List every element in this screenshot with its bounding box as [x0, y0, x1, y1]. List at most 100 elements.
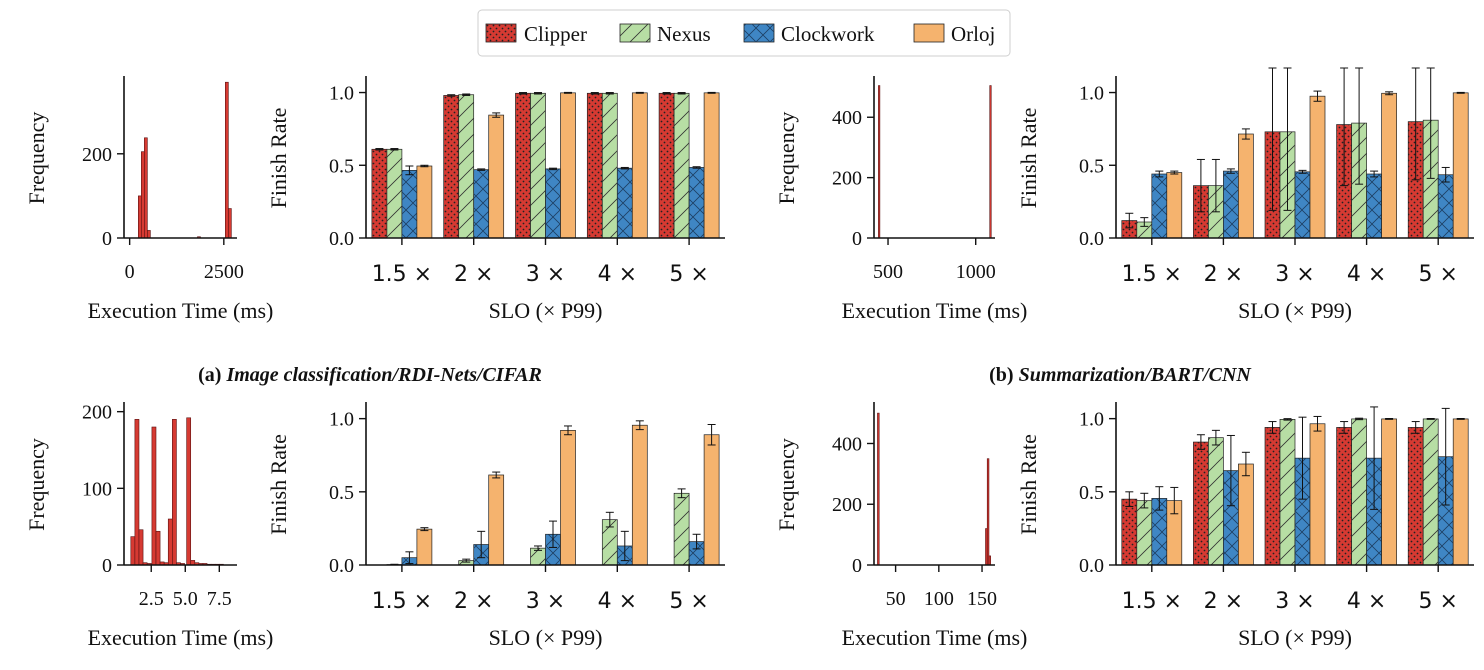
d-finish-ytick-label-1: 0.5	[1079, 482, 1104, 504]
panel-a-finish: SLO (× P99) Finish Rate 0.0 0.5 1.0 1.5 × 2 × 3…	[266, 76, 725, 323]
d-hist-y-label: Frequency	[774, 438, 799, 531]
c-finish-bar-hatch-nexus-3	[602, 519, 618, 565]
d-finish-xtick-label-1: 2 ×	[1204, 589, 1243, 614]
b-finish-bar-hatch-clockwork-2	[1295, 171, 1310, 238]
c-finish-y-label: Finish Rate	[266, 434, 291, 535]
c-finish-bar-orloj-1	[488, 474, 505, 566]
a-finish-bar-hatch-clockwork-0	[401, 170, 417, 238]
a-finish-bar-hatch-nexus-1	[458, 94, 474, 239]
d-hist-x-label: Execution Time (ms)	[842, 625, 1028, 650]
c-finish-bar-orloj-0	[416, 528, 433, 566]
d-finish-bar-hatch-clockwork-1	[1223, 470, 1239, 565]
d-finish-bar-orloj-2	[1309, 423, 1326, 566]
b-hist-ytick-label-1: 200	[832, 168, 862, 190]
d-finish-bar-hatch-nexus-2	[1280, 419, 1295, 565]
d-finish-bar-orloj-1	[1238, 463, 1254, 566]
d-hist-ytick-label-0: 0	[852, 555, 862, 577]
legend-item-orloj: Orloj	[913, 22, 995, 46]
a-finish-xtick-label-4: 5 ×	[669, 262, 708, 287]
b-finish-bar-hatch-clockwork-3	[1366, 174, 1382, 238]
d-hist-bin-3	[988, 555, 991, 566]
d-finish-bar-orloj-3	[1381, 418, 1397, 566]
d-finish-bar-hatch-nexus-0	[1136, 500, 1152, 565]
caption-a-text: Image classification/RDI-Nets/CIFAR	[225, 364, 541, 386]
d-finish-bar-hatch-nexus-4	[1423, 418, 1439, 565]
a-finish-bar-hatch-clockwork-4	[689, 167, 705, 238]
b-finish-bar-orloj-1	[1238, 133, 1254, 239]
b-finish-y-label: Finish Rate	[1016, 108, 1041, 209]
d-hist-ytick-label-2: 400	[832, 433, 862, 455]
a-finish-bar-hatch-clockwork-1	[473, 169, 489, 238]
legend-item-clipper: Clipper	[485, 22, 587, 46]
b-finish-xtick-label-3: 4 ×	[1347, 262, 1386, 287]
d-hist-xtick-label-1: 100	[924, 588, 954, 610]
d-finish-ytick-label-2: 1.0	[1079, 409, 1104, 431]
a-finish-bar-hatch-nexus-2	[530, 93, 546, 238]
panel-c-hist: Execution Time (ms) Frequency 0 100 200 2.5 5.…	[24, 402, 273, 650]
legend-swatch-clipper-hatch	[486, 24, 516, 42]
a-finish-bar-orloj-3	[631, 92, 648, 239]
legend-swatch-nexus-hatch	[620, 24, 650, 42]
b-hist-y-label: Frequency	[774, 112, 799, 205]
b-hist-xtick-label-0: 500	[873, 261, 903, 283]
caption-a: (a) Image classification/RDI-Nets/CIFAR	[198, 364, 542, 386]
d-finish-xtick-label-4: 5 ×	[1418, 589, 1457, 614]
c-finish-xtick-label-4: 5 ×	[669, 589, 708, 614]
a-hist-xtick-label-1: 2500	[204, 261, 244, 283]
b-hist-xtick-label-1: 1000	[956, 261, 996, 283]
c-hist-bin-10	[172, 419, 177, 566]
a-finish-xtick-label-2: 3 ×	[526, 262, 565, 287]
caption-b-text: Summarization/BART/CNN	[1019, 364, 1253, 386]
a-finish-bar-hatch-clipper-2	[515, 93, 531, 238]
a-hist-bin-2	[144, 137, 148, 239]
panels: Execution Time (ms) Frequency 0 200 0 2500 SLO…	[24, 67, 1474, 650]
c-finish-bar-hatch-nexus-2	[530, 548, 546, 565]
b-finish-bar-hatch-clockwork-4	[1438, 174, 1454, 238]
a-hist-bin-1	[141, 151, 145, 239]
legend-label-nexus: Nexus	[657, 22, 711, 46]
d-hist-bin-0	[877, 412, 880, 566]
c-hist-ytick-label-2: 200	[82, 402, 112, 424]
b-finish-xtick-label-0: 1.5 ×	[1122, 262, 1182, 287]
b-hist-bin-0	[878, 85, 881, 239]
c-finish-bar-orloj-4	[703, 434, 720, 566]
a-hist-bin-5	[225, 81, 229, 239]
b-finish-bar-orloj-2	[1309, 95, 1326, 239]
c-hist-bin-0	[130, 536, 136, 566]
d-hist-xtick-label-2: 150	[967, 588, 997, 610]
panel-a-hist: Execution Time (ms) Frequency 0 200 0 2500	[24, 76, 273, 323]
b-finish-ytick-label-2: 1.0	[1079, 83, 1104, 105]
a-finish-xtick-label-1: 2 ×	[454, 262, 493, 287]
a-finish-y-label: Finish Rate	[266, 108, 291, 209]
legend: Clipper Nexus Clockwork Orloj	[477, 9, 1011, 57]
d-finish-ytick-label-0: 0.0	[1079, 555, 1104, 577]
b-hist-ytick-label-0: 0	[852, 228, 862, 250]
legend-swatch-clockwork-hatch	[744, 24, 774, 42]
b-finish-bar-hatch-nexus-4	[1423, 120, 1439, 238]
c-finish-xtick-label-2: 3 ×	[526, 589, 565, 614]
a-finish-xtick-label-0: 1.5 ×	[372, 262, 432, 287]
b-hist-ytick-label-2: 400	[832, 107, 862, 129]
c-finish-bar-hatch-clockwork-2	[545, 534, 561, 565]
panel-d-hist: Execution Time (ms) Frequency 0 200 400 50 100…	[774, 402, 1027, 650]
b-finish-bar-hatch-clipper-0	[1121, 220, 1137, 238]
b-finish-xtick-label-4: 5 ×	[1418, 262, 1457, 287]
a-hist-bin-0	[138, 195, 142, 239]
caption-b: (b) Summarization/BART/CNN	[989, 364, 1252, 386]
d-finish-y-label: Finish Rate	[1016, 434, 1041, 535]
a-finish-bar-hatch-nexus-4	[674, 93, 690, 238]
legend-label-orloj: Orloj	[951, 22, 995, 46]
legend-label-clockwork: Clockwork	[781, 22, 875, 46]
caption-a-prefix: (a)	[198, 364, 226, 386]
d-finish-bar-hatch-clipper-4	[1408, 427, 1424, 565]
a-hist-bin-6	[228, 208, 232, 239]
c-finish-bar-orloj-2	[560, 429, 576, 566]
c-finish-x-label: SLO (× P99)	[489, 625, 603, 650]
c-hist-bin-2	[138, 529, 144, 566]
c-finish-xtick-label-3: 4 ×	[598, 589, 637, 614]
a-finish-x-label: SLO (× P99)	[489, 298, 603, 323]
a-finish-bar-orloj-2	[560, 92, 576, 239]
c-finish-ytick-label-1: 0.5	[329, 482, 354, 504]
c-finish-xtick-label-1: 2 ×	[454, 589, 493, 614]
